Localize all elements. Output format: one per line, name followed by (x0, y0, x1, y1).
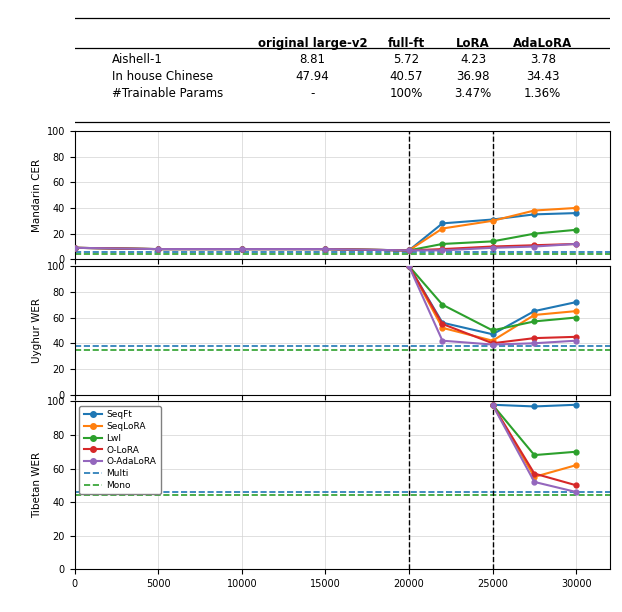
Y-axis label: Uyghur WER: Uyghur WER (32, 298, 42, 363)
Y-axis label: Mandarin CER: Mandarin CER (32, 159, 42, 232)
Y-axis label: Tibetan WER: Tibetan WER (32, 452, 42, 518)
Legend: SeqFt, SeqLoRA, LwI, O-LoRA, O-AdaLoRA, Multi, Mono: SeqFt, SeqLoRA, LwI, O-LoRA, O-AdaLoRA, … (79, 406, 160, 494)
